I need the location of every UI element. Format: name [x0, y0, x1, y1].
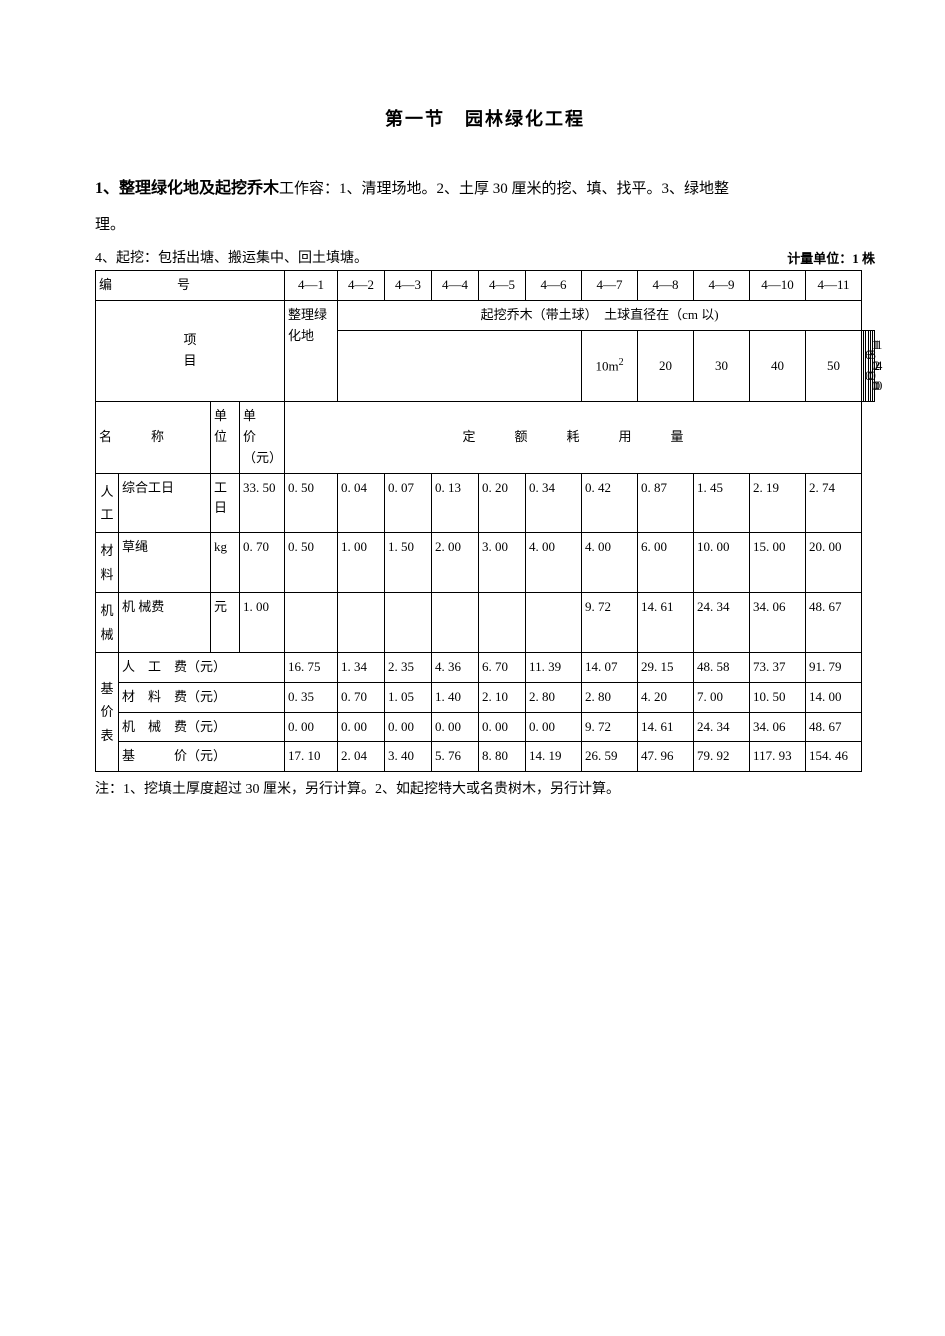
mat-fee-label: 材 料 费（元） [119, 682, 285, 712]
name-label: 名 称 [96, 402, 211, 473]
main-table: 编 号 4—1 4—2 4—3 4—4 4—5 4—6 4—7 4—8 4—9 … [95, 270, 875, 772]
labor-price: 33. 50 [240, 473, 285, 533]
mach-cat: 机械 [96, 593, 119, 653]
table-row: 机械 机 械费 元 1. 00 9. 72 14. 61 24. 34 34. … [96, 593, 875, 653]
item-label: 项 目 [96, 301, 285, 402]
code-cell: 4—6 [526, 271, 582, 301]
size-cell: 50 [806, 330, 862, 401]
meta-row: 4、起挖：包括出塘、搬运集中、回土填塘。 计量单位：1 株 [95, 247, 875, 267]
mach-price: 1. 00 [240, 593, 285, 653]
first-item: 整理绿化地 [285, 301, 338, 402]
table-row: 机 械 费（元） 0. 00 0. 00 0. 00 0. 00 0. 00 0… [96, 712, 875, 742]
code-cell: 4—8 [638, 271, 694, 301]
code-cell: 4—4 [432, 271, 479, 301]
table-row: 项 目 整理绿化地 起挖乔木（带土球） 土球直径在（cm 以) [96, 301, 875, 331]
unit-label: 计量单位：1 株 [787, 248, 875, 267]
size-cell: 20 [638, 330, 694, 401]
base-fee-label: 基 价（元） [119, 742, 285, 772]
labor-cat: 人工 [96, 473, 119, 533]
table-row: 材料 草绳 kg 0. 70 0. 50 1. 00 1. 50 2. 00 3… [96, 533, 875, 593]
labor-unit: 工日 [211, 473, 240, 533]
footnote: 注：1、挖填土厚度超过 30 厘米，另行计算。2、如起挖特大或名贵树木，另行计算… [95, 778, 875, 798]
mach-unit: 元 [211, 593, 240, 653]
code-cell: 4—5 [479, 271, 526, 301]
intro-line-1: 1、整理绿化地及起挖乔木工作容：1、清理场地。2、土厚 30 厘米的挖、填、找平… [95, 171, 875, 208]
intro-rest: 工作容：1、清理场地。2、土厚 30 厘米的挖、填、找平。3、绿地整 [279, 181, 729, 197]
mach-fee-label: 机 械 费（元） [119, 712, 285, 742]
first-unit: 10m2 [582, 330, 638, 401]
table-row: 名 称 单位 单 价（元） 定 额 耗 用 量 [96, 402, 875, 473]
code-cell: 4—7 [582, 271, 638, 301]
group-title: 起挖乔木（带土球） 土球直径在（cm 以) [338, 301, 862, 331]
code-cell: 4—3 [385, 271, 432, 301]
mach-name: 机 械费 [119, 593, 211, 653]
price-head: 单 价（元） [240, 402, 285, 473]
code-cell: 4—10 [750, 271, 806, 301]
mat-unit: kg [211, 533, 240, 593]
code-cell: 4—2 [338, 271, 385, 301]
mat-name: 草绳 [119, 533, 211, 593]
note4: 4、起挖：包括出塘、搬运集中、回土填塘。 [95, 247, 368, 267]
code-cell: 4—11 [806, 271, 862, 301]
intro-bold: 1、整理绿化地及起挖乔木 [95, 180, 279, 197]
table-row: 编 号 4—1 4—2 4—3 4—4 4—5 4—6 4—7 4—8 4—9 … [96, 271, 875, 301]
code-label: 编 号 [96, 271, 285, 301]
mat-price: 0. 70 [240, 533, 285, 593]
code-cell: 4—1 [285, 271, 338, 301]
code-cell: 4—9 [694, 271, 750, 301]
quota-label: 定 额 耗 用 量 [285, 402, 862, 473]
page-title: 第一节 园林绿化工程 [95, 105, 875, 131]
size-cell: 40 [750, 330, 806, 401]
intro-line-2: 理。 [95, 208, 875, 243]
size-cell: 30 [694, 330, 750, 401]
document-page: 第一节 园林绿化工程 1、整理绿化地及起挖乔木工作容：1、清理场地。2、土厚 3… [0, 0, 945, 1336]
table-row: 人工 综合工日 工日 33. 50 0. 50 0. 04 0. 07 0. 1… [96, 473, 875, 533]
unit-head: 单位 [211, 402, 240, 473]
mat-cat: 材料 [96, 533, 119, 593]
labor-name: 综合工日 [119, 473, 211, 533]
table-row: 基 价（元） 17. 10 2. 04 3. 40 5. 76 8. 80 14… [96, 742, 875, 772]
table-row: 基价表 人 工 费（元） 16. 75 1. 34 2. 35 4. 36 6.… [96, 653, 875, 683]
labor-fee-label: 人 工 费（元） [119, 653, 285, 683]
base-section: 基价表 [96, 653, 119, 772]
table-row: 材 料 费（元） 0. 35 0. 70 1. 05 1. 40 2. 10 2… [96, 682, 875, 712]
